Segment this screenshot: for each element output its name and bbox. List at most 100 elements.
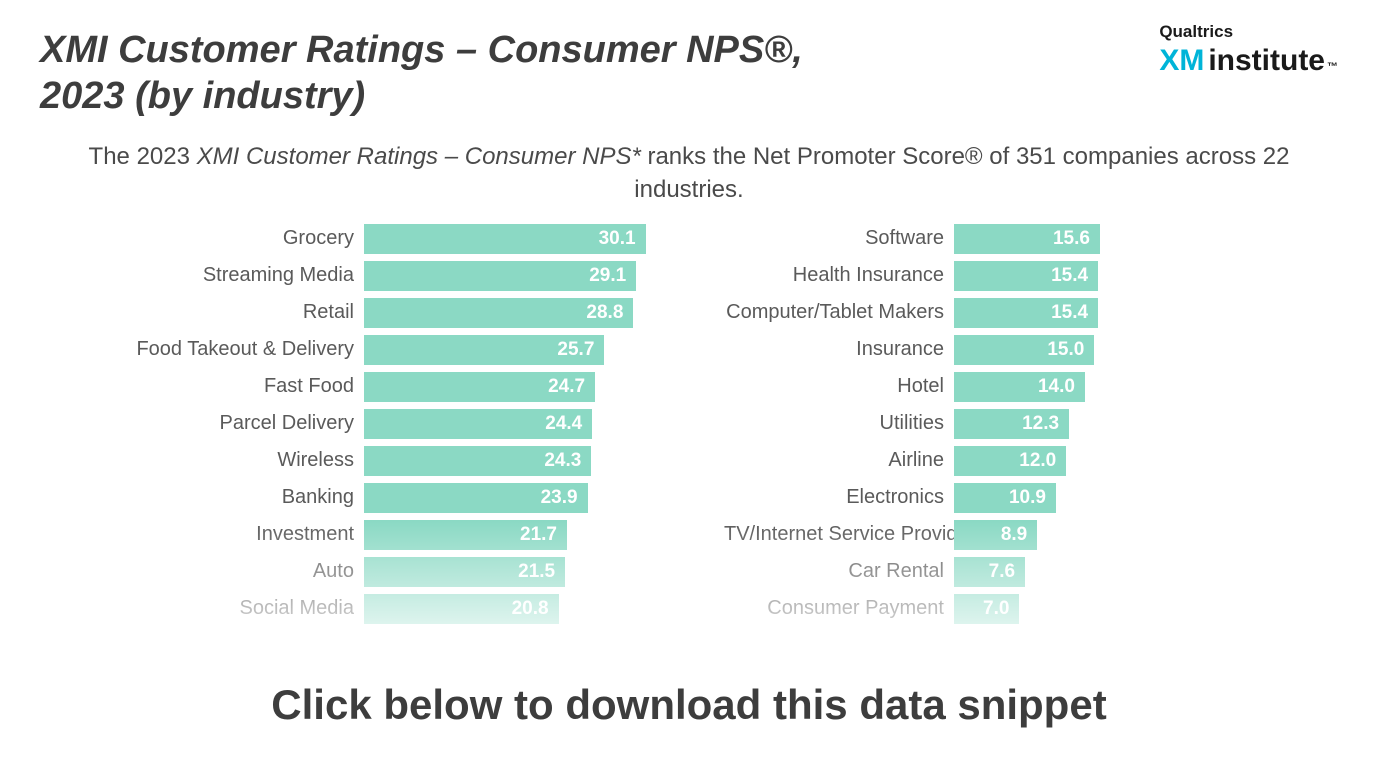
- bar-fill: 23.9: [364, 483, 588, 513]
- bar-label: Auto: [134, 560, 364, 583]
- bar-fill: 24.7: [364, 372, 595, 402]
- bar-track: 14.0: [954, 372, 1244, 402]
- bar-label: Computer/Tablet Makers: [724, 301, 954, 324]
- bar-fill: 15.4: [954, 298, 1098, 328]
- bar-label: TV/Internet Service Provider: [724, 523, 954, 546]
- bar-value: 24.7: [548, 376, 585, 398]
- bar-fill: 20.8: [364, 594, 559, 624]
- bar-label: Software: [724, 227, 954, 250]
- bar-fill: 28.8: [364, 298, 633, 328]
- bar-fill: 24.4: [364, 409, 592, 439]
- bar-value: 21.5: [518, 561, 555, 583]
- bar-fill: 12.3: [954, 409, 1069, 439]
- bar-row: Food Takeout & Delivery25.7: [134, 335, 654, 365]
- logo-institute-text: institute: [1208, 44, 1325, 78]
- bar-fill: 7.6: [954, 557, 1025, 587]
- bar-value: 15.0: [1047, 339, 1084, 361]
- bar-value: 29.1: [589, 265, 626, 287]
- bar-track: 8.9: [954, 520, 1244, 550]
- bar-label: Airline: [724, 449, 954, 472]
- bar-fill: 14.0: [954, 372, 1085, 402]
- bar-label: Wireless: [134, 449, 364, 472]
- chart-container: Grocery30.1Streaming Media29.1Retail28.8…: [0, 224, 1378, 624]
- bar-row: Health Insurance15.4: [724, 261, 1244, 291]
- bar-label: Electronics: [724, 486, 954, 509]
- header: XMI Customer Ratings – Consumer NPS®, 20…: [0, 0, 1378, 119]
- logo-xm-institute: XM institute ™: [1159, 44, 1338, 78]
- bar-value: 15.6: [1053, 228, 1090, 250]
- bar-value: 15.4: [1051, 302, 1088, 324]
- bar-row: Car Rental7.6: [724, 557, 1244, 587]
- subtitle-suffix: ranks the Net Promoter Score® of 351 com…: [634, 143, 1289, 202]
- bar-row: Fast Food 24.7: [134, 372, 654, 402]
- bar-value: 12.3: [1022, 413, 1059, 435]
- bar-track: 15.4: [954, 298, 1244, 328]
- bar-row: Retail 28.8: [134, 298, 654, 328]
- bar-label: Hotel: [724, 375, 954, 398]
- bar-label: Utilities: [724, 412, 954, 435]
- bar-value: 14.0: [1038, 376, 1075, 398]
- bar-label: Insurance: [724, 338, 954, 361]
- bar-fill: 25.7: [364, 335, 604, 365]
- bar-row: Banking23.9: [134, 483, 654, 513]
- bar-label: Parcel Delivery: [134, 412, 364, 435]
- chart-right-column: Software15.6Health Insurance15.4Computer…: [724, 224, 1244, 624]
- bar-fill: 15.4: [954, 261, 1098, 291]
- bar-fill: 24.3: [364, 446, 591, 476]
- bar-track: 12.3: [954, 409, 1244, 439]
- bar-row: TV/Internet Service Provider 8.9: [724, 520, 1244, 550]
- bar-row: Streaming Media 29.1: [134, 261, 654, 291]
- bar-label: Grocery: [134, 227, 364, 250]
- bar-row: Social Media 20.8: [134, 594, 654, 624]
- bar-fill: 12.0: [954, 446, 1066, 476]
- title-line-1: XMI Customer Ratings – Consumer NPS®,: [40, 29, 803, 71]
- bar-value: 8.9: [1001, 524, 1027, 546]
- bar-row: Wireless 24.3: [134, 446, 654, 476]
- bar-track: 10.9: [954, 483, 1244, 513]
- bar-value: 7.0: [983, 598, 1009, 620]
- bar-track: 25.7: [364, 335, 654, 365]
- title-line-2: 2023 (by industry): [40, 75, 365, 117]
- bar-value: 10.9: [1009, 487, 1046, 509]
- bar-fill: 21.5: [364, 557, 565, 587]
- bar-row: Grocery30.1: [134, 224, 654, 254]
- bar-row: Hotel 14.0: [724, 372, 1244, 402]
- bar-track: 7.0: [954, 594, 1244, 624]
- bar-row: Utilities 12.3: [724, 409, 1244, 439]
- bar-fill: 29.1: [364, 261, 636, 291]
- bar-fill: 30.1: [364, 224, 646, 254]
- chart-left-column: Grocery30.1Streaming Media29.1Retail28.8…: [134, 224, 654, 624]
- bar-label: Car Rental: [724, 560, 954, 583]
- bar-row: Investment21.7: [134, 520, 654, 550]
- chart-subtitle: The 2023 XMI Customer Ratings – Consumer…: [0, 141, 1378, 206]
- bar-fill: 8.9: [954, 520, 1037, 550]
- bar-track: 28.8: [364, 298, 654, 328]
- subtitle-prefix: The 2023: [89, 143, 197, 170]
- bar-value: 25.7: [557, 339, 594, 361]
- brand-logo: Qualtrics XM institute ™: [1159, 22, 1338, 78]
- bar-track: 20.8: [364, 594, 654, 624]
- bar-track: 30.1: [364, 224, 654, 254]
- bar-label: Streaming Media: [134, 264, 364, 287]
- bar-label: Social Media: [134, 597, 364, 620]
- bar-label: Health Insurance: [724, 264, 954, 287]
- bar-label: Fast Food: [134, 375, 364, 398]
- bar-track: 24.3: [364, 446, 654, 476]
- bar-track: 21.5: [364, 557, 654, 587]
- bar-value: 24.4: [545, 413, 582, 435]
- bar-value: 20.8: [512, 598, 549, 620]
- bar-value: 12.0: [1019, 450, 1056, 472]
- bar-label: Banking: [134, 486, 364, 509]
- bar-track: 7.6: [954, 557, 1244, 587]
- bar-track: 29.1: [364, 261, 654, 291]
- bar-row: Consumer Payment 7.0: [724, 594, 1244, 624]
- bar-track: 15.4: [954, 261, 1244, 291]
- bar-row: Electronics 10.9: [724, 483, 1244, 513]
- bar-value: 28.8: [586, 302, 623, 324]
- bar-label: Consumer Payment: [724, 597, 954, 620]
- bar-label: Retail: [134, 301, 364, 324]
- logo-qualtrics-text: Qualtrics: [1159, 22, 1338, 42]
- bar-track: 24.7: [364, 372, 654, 402]
- bar-value: 24.3: [544, 450, 581, 472]
- bar-track: 24.4: [364, 409, 654, 439]
